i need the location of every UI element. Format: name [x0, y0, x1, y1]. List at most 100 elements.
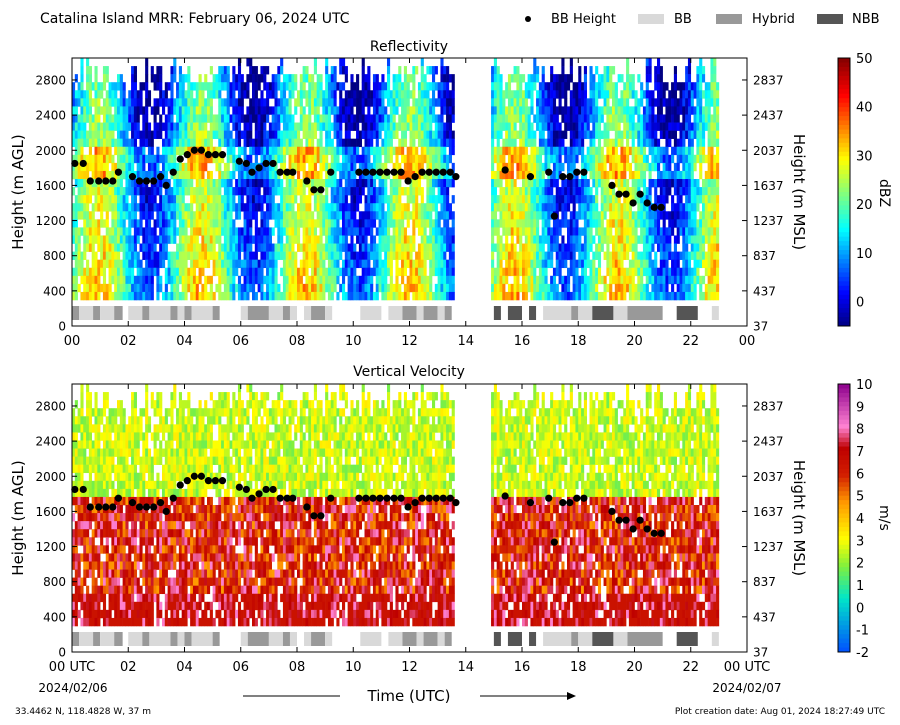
field-cell [252, 66, 256, 75]
field-cell [443, 122, 447, 131]
field-cell [128, 98, 132, 107]
field-cell [448, 203, 452, 212]
field-cell [572, 162, 576, 172]
field-cell [662, 114, 666, 123]
field-cell [150, 138, 154, 148]
field-cell [88, 162, 92, 172]
field-cell [552, 291, 557, 301]
field-cell [223, 251, 227, 260]
field-cell [415, 203, 419, 212]
field-cell [567, 283, 571, 293]
field-cell [558, 203, 562, 212]
field-cell [558, 187, 562, 196]
field-cell [581, 98, 585, 107]
field-cell [578, 291, 582, 301]
field-cell [330, 187, 334, 196]
field-cell [297, 130, 301, 139]
field-cell [356, 90, 360, 99]
field-cell [654, 291, 658, 301]
field-cell [181, 82, 185, 91]
field-cell [564, 219, 568, 228]
field-cell [614, 146, 618, 156]
field-cell [544, 291, 548, 301]
field-cell [358, 114, 362, 123]
field-cell [432, 130, 436, 139]
field-cell [77, 98, 81, 107]
field-cell [252, 179, 256, 188]
field-cell [496, 251, 500, 260]
field-cell [555, 122, 559, 131]
field-cell [162, 98, 166, 107]
field-cell [336, 291, 340, 301]
field-cell [659, 66, 663, 75]
field-cell [423, 235, 427, 244]
field-cell [342, 227, 346, 236]
field-cell [223, 243, 227, 252]
field-cell [252, 114, 256, 123]
field-cell [347, 162, 351, 172]
field-cell [541, 267, 545, 277]
field-cell [145, 122, 149, 131]
field-cell [423, 82, 427, 91]
field-cell [249, 283, 253, 293]
field-cell [555, 203, 559, 212]
field-cell [662, 259, 666, 269]
field-cell [575, 243, 579, 252]
field-cell [176, 251, 180, 260]
field-cell [569, 98, 573, 107]
field-cell [282, 170, 287, 180]
field-cell [277, 106, 281, 115]
field-cell [491, 203, 495, 212]
field-cell [319, 98, 323, 107]
field-cell [547, 187, 551, 196]
field-cell [387, 58, 391, 67]
field-cell [491, 90, 495, 99]
field-cell [628, 146, 632, 156]
field-cell [86, 106, 90, 115]
field-cell [575, 211, 579, 220]
field-cell [645, 58, 649, 67]
field-cell [491, 251, 495, 260]
field-cell [426, 179, 430, 188]
field-cell [97, 138, 101, 148]
field-cell [153, 243, 157, 252]
field-cell [384, 219, 388, 228]
field-cell [381, 90, 385, 99]
field-cell [145, 195, 149, 204]
field-cell [533, 283, 537, 293]
field-cell [519, 219, 523, 228]
field-cell [358, 259, 362, 269]
field-cell [344, 170, 348, 180]
field-cell [350, 138, 354, 148]
field-cell [111, 275, 115, 285]
field-cell [384, 130, 388, 139]
field-cell [645, 291, 649, 301]
field-cell [572, 227, 576, 236]
field-cell [198, 162, 202, 172]
field-cell [606, 106, 610, 115]
field-cell [634, 170, 638, 180]
field-cell [254, 146, 258, 156]
field-cell [524, 187, 528, 196]
field-cell [330, 90, 334, 99]
field-cell [367, 211, 371, 220]
field-cell [564, 179, 568, 188]
field-cell [440, 66, 444, 75]
field-cell [440, 114, 444, 123]
field-cell [530, 259, 534, 269]
field-cell [249, 106, 253, 115]
field-cell [423, 251, 427, 260]
field-cell [333, 267, 337, 277]
field-cell [519, 211, 523, 220]
field-cell [437, 275, 441, 285]
field-cell [325, 82, 329, 91]
field-cell [451, 90, 455, 99]
field-cell [612, 82, 616, 91]
field-cell [119, 259, 123, 269]
field-cell [339, 187, 343, 196]
field-cell [145, 267, 149, 277]
field-cell [88, 235, 92, 244]
field-cell [651, 179, 655, 188]
field-cell [207, 170, 211, 180]
field-cell [392, 122, 396, 131]
